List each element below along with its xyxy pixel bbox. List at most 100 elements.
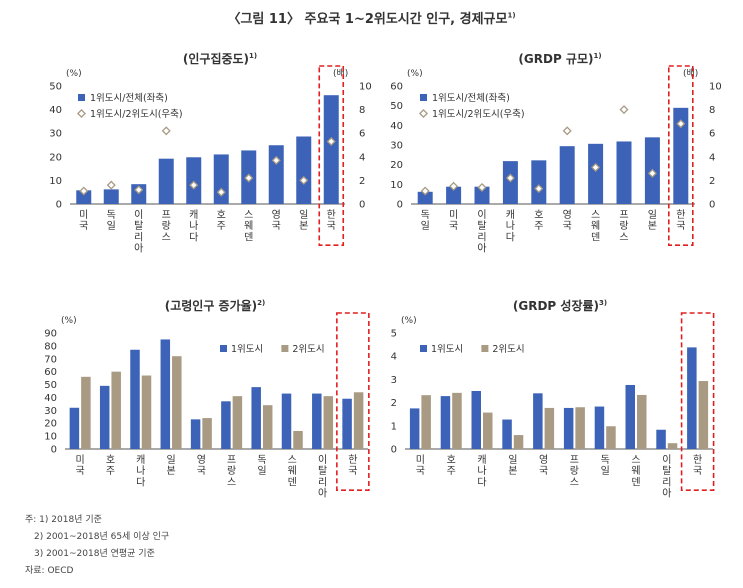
pop-marker — [189, 180, 199, 190]
grdp-highlight-box — [667, 65, 694, 246]
pop-legend-label: 1위도시/전체(좌축) — [90, 92, 168, 104]
aging-bar-primary — [251, 387, 261, 449]
growth-bar-secondary — [452, 392, 462, 449]
grdp-marker — [647, 168, 657, 178]
growth-bar-primary — [656, 429, 666, 449]
pop-marker — [134, 185, 144, 195]
pop-marker — [271, 155, 281, 165]
aging-bar-primary — [130, 349, 140, 449]
grdp-marker — [562, 126, 572, 136]
pop-bar-primary — [158, 158, 174, 204]
growth-legend-label: 2위도시 — [492, 343, 524, 355]
aging-ytick-label: 0 — [51, 445, 57, 456]
aging-ytick-label: 80 — [44, 341, 57, 352]
grdp-marker — [619, 105, 629, 115]
growth-bar-primary — [471, 391, 481, 449]
grdp-ytick-label: 50 — [390, 101, 403, 112]
grdp-bar-primary — [673, 107, 689, 204]
aging-ytick-label: 70 — [44, 354, 57, 365]
aging-yunit-left: (%) — [61, 316, 77, 326]
grdp-bar-primary — [417, 191, 433, 204]
pop-bar-primary — [296, 136, 312, 204]
growth-bar-secondary — [544, 407, 555, 449]
growth-bar-secondary — [637, 394, 647, 449]
growth-bar-secondary — [483, 412, 493, 449]
grdp-ytick-label: 20 — [390, 160, 403, 171]
pop-bar-primary — [323, 95, 339, 204]
pop-legend-label: 1위도시/2위도시(우축) — [90, 108, 183, 120]
aging-bar-primary — [190, 419, 201, 449]
growth-bar-primary — [502, 419, 512, 449]
grdp-legend-swatch — [420, 94, 427, 101]
growth-highlight-box — [680, 312, 715, 491]
pop-bar-primary — [103, 189, 119, 204]
aging-ytick-label: 60 — [44, 367, 57, 378]
grdp-bar-primary — [531, 160, 547, 204]
aging-legend-label: 1위도시 — [231, 343, 263, 355]
aging-legend-label: 2위도시 — [292, 343, 324, 355]
grdp-marker — [477, 182, 487, 192]
aging-bar-primary — [221, 401, 231, 449]
growth-bar-secondary — [698, 381, 709, 449]
pop-ytick-right-label: 0 — [359, 200, 365, 211]
aging-bar-secondary — [202, 418, 212, 449]
pop-ytick-right-label: 10 — [359, 82, 372, 93]
aging-bar-primary — [69, 407, 80, 449]
grdp-bar-primary — [559, 146, 575, 204]
footnote-1: 주: 1) 2018년 기준 — [25, 515, 102, 525]
grdp-bar-primary — [616, 141, 632, 204]
growth-bar-secondary — [575, 407, 585, 449]
source-note: 자료: OECD — [25, 566, 74, 576]
aging-legend-swatch — [281, 345, 289, 352]
growth-ytick-label: 3 — [391, 375, 397, 386]
pop-ytick-label: 40 — [49, 105, 62, 116]
pop-marker — [161, 126, 171, 136]
aging-bar-primary — [312, 393, 322, 449]
growth-bar-secondary — [667, 443, 678, 449]
pop-marker — [79, 186, 89, 196]
grdp-ytick-label: 0 — [397, 200, 403, 211]
pop-marker — [244, 173, 254, 183]
aging-bar-primary — [160, 339, 171, 449]
pop-bar-primary — [268, 145, 284, 204]
aging-bar-secondary — [293, 430, 303, 449]
growth-ytick-label: 5 — [391, 329, 397, 340]
aging-ytick-label: 20 — [44, 419, 57, 430]
growth-bar-primary — [687, 347, 697, 449]
growth-ytick-label: 1 — [391, 421, 397, 432]
pop-marker — [299, 175, 309, 185]
panel-title-growth: (GRDP 성장률)3) — [512, 299, 608, 313]
aging-bar-secondary — [262, 405, 273, 449]
growth-legend-swatch — [420, 345, 427, 352]
aging-legend-swatch — [220, 345, 227, 352]
pop-legend-marker — [76, 108, 87, 119]
pop-ytick-label: 0 — [56, 200, 62, 211]
panel-title-grdp: (GRDP 규모)1) — [518, 52, 602, 66]
grdp-ytick-label: 60 — [390, 82, 403, 93]
